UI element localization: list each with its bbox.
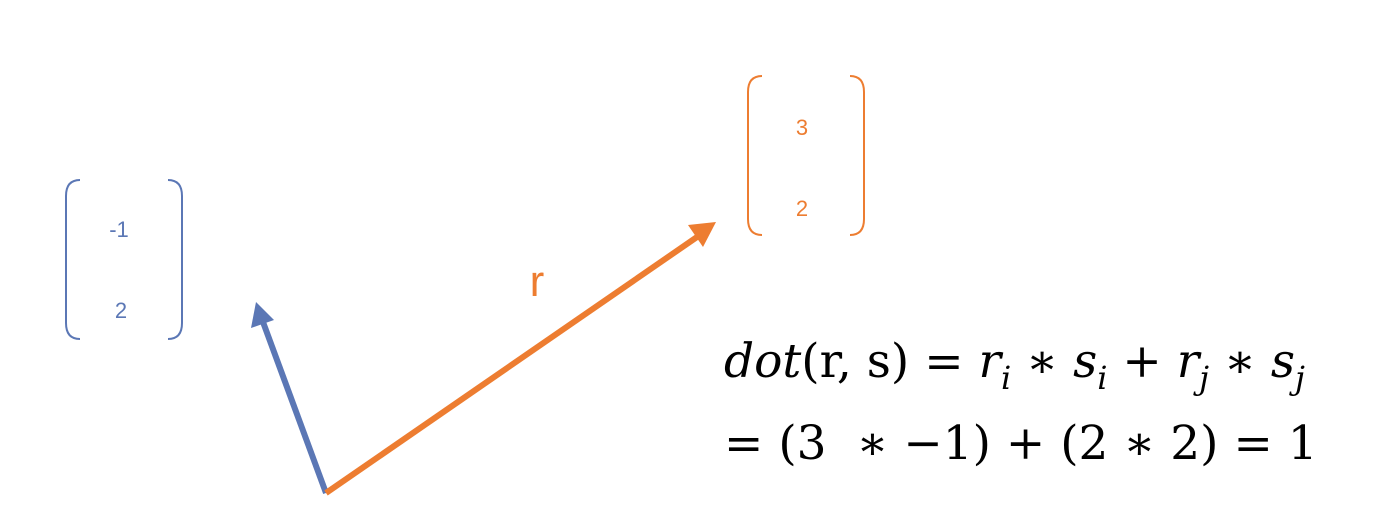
term-s-i: s <box>1073 334 1098 389</box>
subscript-i-2: i <box>1097 359 1108 397</box>
subscript-i-1: i <box>1001 359 1012 397</box>
vector-r-component-1: 3 <box>796 115 808 140</box>
vector-s-left-bracket <box>65 179 81 340</box>
term-s-j: s <box>1270 334 1296 389</box>
vector-s-arrowhead <box>251 302 274 328</box>
vector-s-arrow <box>251 302 329 495</box>
vector-r-label: r <box>530 257 545 306</box>
vector-r-left-bracket <box>747 75 763 236</box>
subscript-j-1: j <box>1199 359 1210 397</box>
vector-r-component-2: 2 <box>796 196 808 221</box>
dot-function-name: dot <box>724 334 802 389</box>
vector-r-arrow <box>324 222 716 496</box>
plus-operator: + <box>1107 334 1177 389</box>
vector-r-arrowhead <box>688 222 716 247</box>
vector-s-right-bracket <box>167 179 183 340</box>
times-operator-2: ∗ <box>1209 334 1271 389</box>
times-operator-1: ∗ <box>1011 334 1074 389</box>
dot-product-formula: dot(r, s) = ri ∗ si + rj ∗ sj <box>724 338 1305 394</box>
vector-s-component-2: 2 <box>115 298 127 323</box>
vector-r-right-bracket <box>849 75 865 236</box>
dot-arguments: (r, s) = <box>801 334 979 389</box>
vector-r-matrix: 3 2 <box>747 75 865 236</box>
vector-s-component-1: -1 <box>109 217 129 242</box>
vector-s-matrix: -1 2 <box>65 179 183 340</box>
dot-product-evaluation: = (3 ∗ −1) + (2 ∗ 2) = 1 <box>724 416 1318 471</box>
term-r-j: r <box>1176 334 1200 389</box>
term-r-i: r <box>978 334 1001 389</box>
subscript-j-2: j <box>1295 359 1305 397</box>
